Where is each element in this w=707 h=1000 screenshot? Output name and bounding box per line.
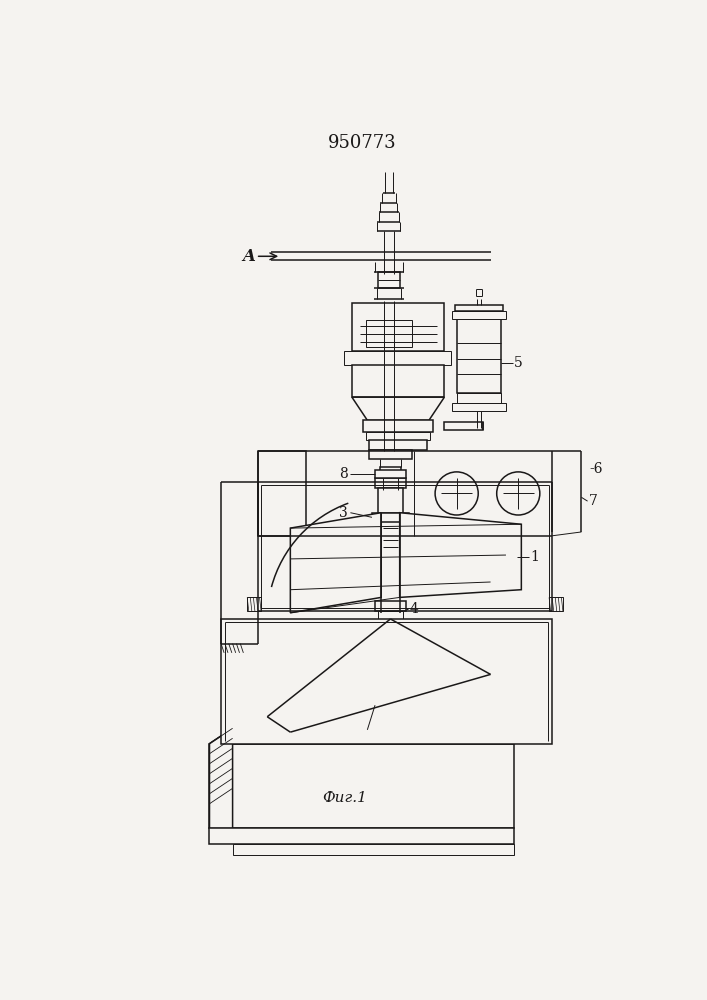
Polygon shape bbox=[352, 303, 444, 351]
Polygon shape bbox=[378, 272, 399, 288]
Text: -6: -6 bbox=[589, 462, 602, 476]
Polygon shape bbox=[258, 451, 305, 536]
Polygon shape bbox=[399, 513, 521, 597]
Polygon shape bbox=[344, 351, 450, 365]
Polygon shape bbox=[457, 316, 501, 393]
Polygon shape bbox=[452, 311, 506, 319]
Polygon shape bbox=[209, 828, 514, 844]
Polygon shape bbox=[378, 488, 403, 513]
Polygon shape bbox=[221, 619, 552, 744]
Polygon shape bbox=[452, 403, 506, 411]
Text: 950773: 950773 bbox=[327, 134, 396, 152]
Text: 1: 1 bbox=[530, 550, 539, 564]
Polygon shape bbox=[375, 470, 406, 478]
Polygon shape bbox=[366, 432, 431, 440]
Text: 4: 4 bbox=[409, 602, 419, 616]
Polygon shape bbox=[209, 728, 233, 828]
Polygon shape bbox=[352, 365, 444, 397]
Polygon shape bbox=[209, 728, 537, 744]
Polygon shape bbox=[375, 478, 406, 488]
Text: A: A bbox=[243, 248, 255, 265]
Polygon shape bbox=[372, 513, 409, 522]
Text: 2: 2 bbox=[359, 729, 368, 743]
Polygon shape bbox=[455, 305, 503, 311]
Polygon shape bbox=[363, 420, 433, 432]
Polygon shape bbox=[247, 597, 261, 611]
Polygon shape bbox=[378, 611, 403, 619]
Polygon shape bbox=[380, 466, 402, 478]
Polygon shape bbox=[375, 601, 406, 611]
Polygon shape bbox=[369, 450, 412, 459]
Polygon shape bbox=[352, 397, 444, 420]
Text: 5: 5 bbox=[514, 356, 522, 370]
Polygon shape bbox=[369, 440, 428, 450]
Polygon shape bbox=[209, 744, 514, 828]
Polygon shape bbox=[549, 597, 563, 611]
Polygon shape bbox=[444, 422, 483, 430]
Text: Фиг.1: Фиг.1 bbox=[322, 791, 367, 805]
Text: 3: 3 bbox=[339, 506, 348, 520]
Text: 7: 7 bbox=[589, 494, 598, 508]
Text: 8: 8 bbox=[339, 467, 348, 481]
Polygon shape bbox=[291, 513, 381, 613]
Polygon shape bbox=[457, 393, 501, 403]
Polygon shape bbox=[233, 844, 514, 855]
